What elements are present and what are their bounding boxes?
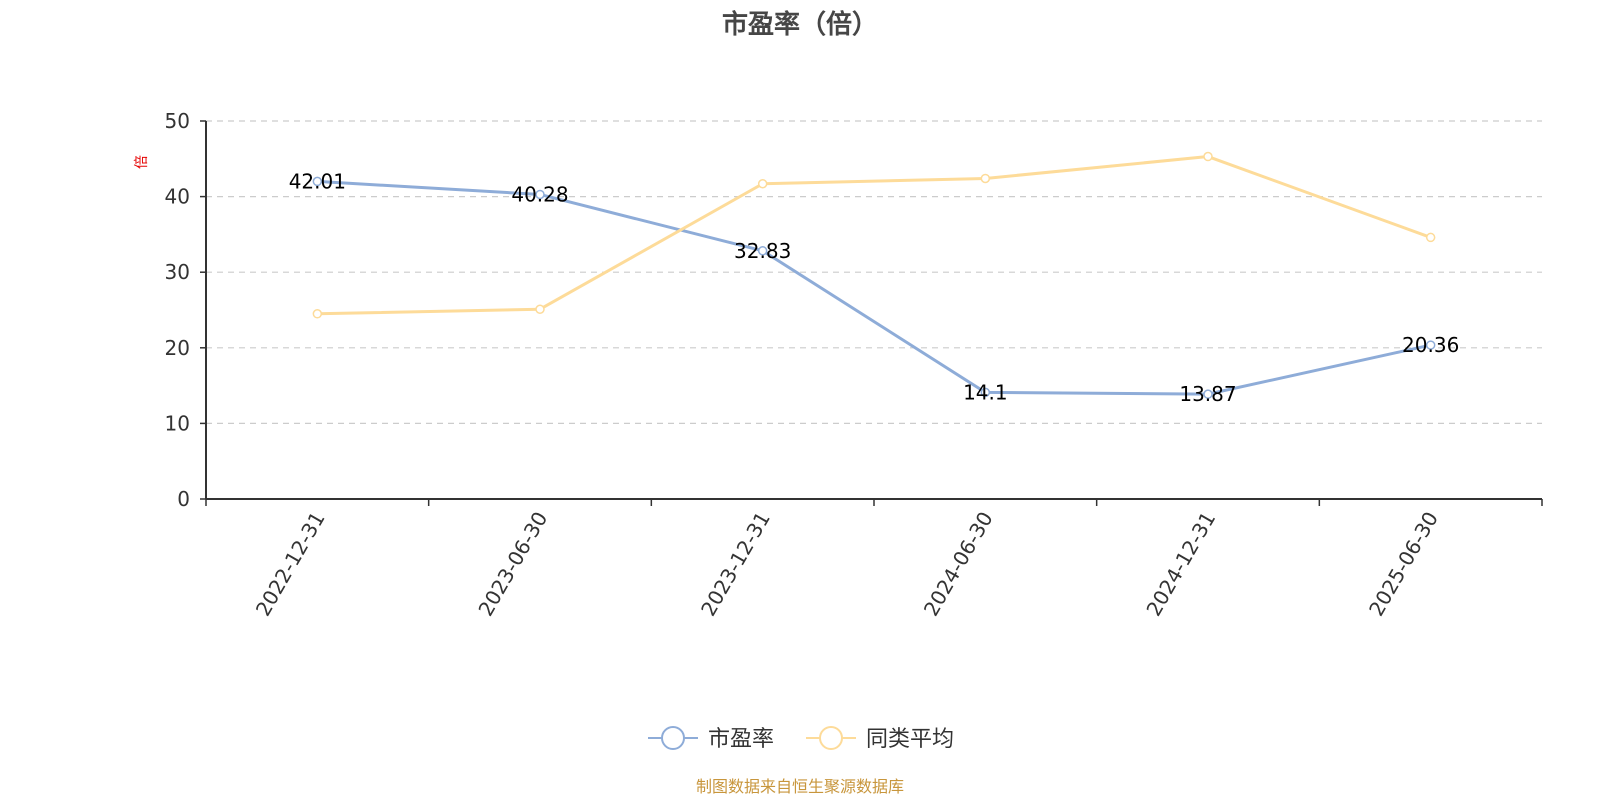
y-axis-unit: 倍 <box>134 155 150 169</box>
series-0-point-4[interactable] <box>1203 389 1213 399</box>
series-line-0 <box>317 179 1431 396</box>
y-tick-label-1: 10 <box>165 411 190 435</box>
chart-title: 市盈率（倍） <box>722 9 878 40</box>
series-1-point-1[interactable] <box>535 304 545 314</box>
legend-marker-0[interactable] <box>661 726 685 750</box>
data-label-0: 42.01 <box>289 169 346 193</box>
series-1-point-4[interactable] <box>1203 151 1213 162</box>
x-tick-label-3: 2024-06-30 <box>919 507 998 620</box>
series-line-1 <box>317 155 1432 316</box>
series-0-point-2[interactable] <box>757 246 768 256</box>
data-label-2: 32.83 <box>734 239 791 263</box>
series-0-point-3[interactable] <box>980 387 991 398</box>
series-1-point-5[interactable] <box>1425 232 1436 243</box>
series-0-point-1[interactable] <box>535 189 545 200</box>
y-tick-label-2: 20 <box>165 336 190 360</box>
y-tick-label-5: 50 <box>165 109 190 133</box>
x-axis-ticks: 2022-12-31 2023-06-30 2023-12-31 2024-06-30… <box>205 499 1543 621</box>
legend-label-1[interactable]: 同类平均 <box>866 727 954 752</box>
y-tick-label-0: 0 <box>177 487 190 511</box>
legend-marker-1[interactable] <box>819 726 843 750</box>
legend[interactable]: 市盈率 同类平均 <box>648 726 954 752</box>
data-source-note: 制图数据来自恒生聚源数据库 <box>696 777 904 796</box>
x-tick-label-1: 2023-06-30 <box>473 508 552 621</box>
data-label-5: 20.36 <box>1402 333 1459 357</box>
y-tick-label-3: 30 <box>165 260 190 284</box>
x-tick-label-4: 2024-12-31 <box>1141 508 1220 621</box>
x-tick-label-5: 2025-06-30 <box>1364 508 1443 621</box>
x-tick-label-2: 2023-12-31 <box>696 508 775 621</box>
data-label-1: 40.28 <box>511 182 568 206</box>
series-1-point-0[interactable] <box>312 309 323 319</box>
data-label-4: 13.87 <box>1179 382 1236 406</box>
data-label-3: 14.1 <box>963 380 1008 404</box>
grid-lines <box>206 120 1542 424</box>
y-tick-label-4: 40 <box>165 185 190 209</box>
x-tick-label-0: 2022-12-31 <box>251 508 330 621</box>
series-0-point-5[interactable] <box>1425 340 1436 350</box>
series-1-point-2[interactable] <box>757 178 768 189</box>
series-group: 42.01 40.28 32.83 14.1 13.87 20.36 <box>289 151 1459 406</box>
axes <box>205 121 1542 500</box>
legend-label-0[interactable]: 市盈率 <box>708 727 774 752</box>
y-axis-ticks: 0 10 20 30 40 50 <box>165 109 206 511</box>
series-0-point-0[interactable] <box>312 176 323 187</box>
series-1-point-3[interactable] <box>980 173 991 184</box>
